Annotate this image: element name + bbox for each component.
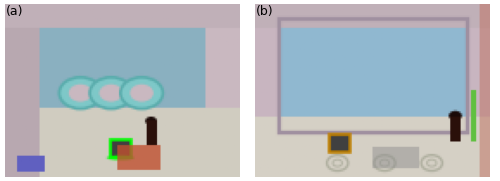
Text: (b): (b): [256, 5, 274, 18]
Text: (a): (a): [6, 5, 24, 18]
